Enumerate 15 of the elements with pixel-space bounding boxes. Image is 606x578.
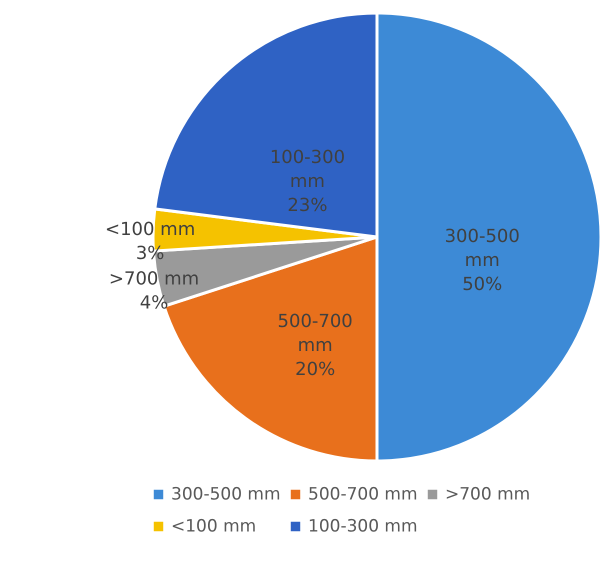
legend-label: 500-700 mm bbox=[308, 484, 418, 505]
data-label: 23% bbox=[287, 195, 328, 216]
slice-label: 500-700 mm bbox=[278, 311, 353, 356]
legend-label: 100-300 mm bbox=[308, 516, 418, 536]
legend-label: >700 mm bbox=[445, 484, 530, 505]
data-label: 3% bbox=[136, 242, 164, 264]
slice-label: >700 mm bbox=[108, 268, 200, 290]
data-label: 20% bbox=[295, 359, 336, 380]
slice-label: <100 mm bbox=[104, 218, 196, 240]
slice-label: 100-300 mm bbox=[270, 147, 346, 192]
data-label: 4% bbox=[140, 292, 168, 314]
data-label: 50% bbox=[462, 274, 502, 295]
slice-label: 300-500 mm bbox=[444, 226, 520, 271]
legend-label: <100 mm bbox=[171, 516, 256, 536]
legend-label: 300-500 mm bbox=[171, 484, 281, 505]
